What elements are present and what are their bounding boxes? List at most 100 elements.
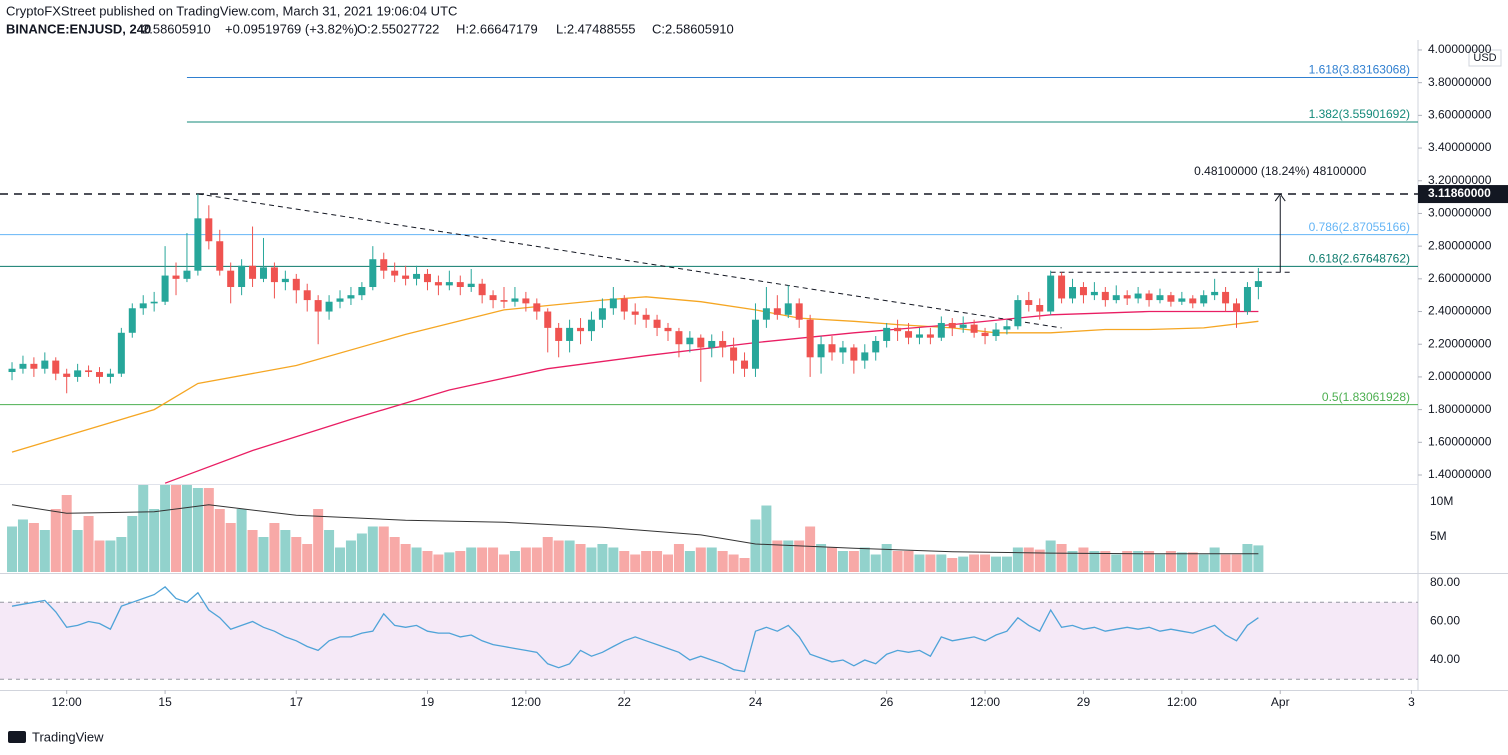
volume-bar <box>990 556 1001 572</box>
volume-bar <box>17 519 28 572</box>
candle-body <box>161 275 169 302</box>
candle-body <box>52 360 60 374</box>
close: C:2.58605910 <box>652 21 734 36</box>
candle-body <box>227 270 235 288</box>
candle-body <box>8 368 16 373</box>
candle-body <box>566 327 574 341</box>
volume-bar <box>269 523 280 572</box>
volume-bar <box>1176 552 1187 572</box>
candle-body <box>106 373 114 377</box>
y-tick-label: 2.80000000 <box>1428 238 1492 252</box>
candle-body <box>467 283 475 288</box>
volume-bar <box>214 509 225 572</box>
candle-body <box>500 300 508 302</box>
rsi-pane <box>0 586 1418 680</box>
candle-body <box>959 324 967 328</box>
candle-body <box>194 218 202 271</box>
candle-body <box>555 327 563 341</box>
y-tick-label: 1.40000000 <box>1428 467 1492 481</box>
candle-body <box>522 298 530 304</box>
candle-body <box>1189 298 1197 304</box>
x-tick-label: 12:00 <box>1167 695 1197 709</box>
change: +0.09519769 (+3.82%) <box>225 21 358 36</box>
volume-bar <box>925 554 936 572</box>
volume-bar <box>1078 547 1089 572</box>
x-tick-label: 22 <box>618 695 632 709</box>
candle-body <box>1211 291 1219 296</box>
candle-body <box>402 275 410 279</box>
candle-body <box>183 270 191 279</box>
candle-body <box>1156 295 1164 301</box>
volume-bar <box>7 526 18 572</box>
candle-body <box>937 322 945 338</box>
volume-bar <box>1231 554 1242 572</box>
fib-label: 0.5(1.83061928) <box>1322 390 1410 404</box>
volume-bar <box>192 488 203 572</box>
volume-bar <box>794 540 805 572</box>
volume-bar <box>291 537 302 572</box>
y-tick-label: 3.00000000 <box>1428 206 1492 220</box>
volume-bar <box>1045 540 1056 572</box>
volume-bar <box>39 530 50 572</box>
volume-bar <box>444 552 455 572</box>
volume-bar <box>1242 544 1253 572</box>
volume-bar <box>914 554 925 572</box>
candle-body <box>806 319 814 358</box>
volume-bar <box>138 485 149 572</box>
candle-body <box>456 282 464 288</box>
candle-body <box>1112 295 1120 301</box>
volume-pane <box>7 485 1264 572</box>
volume-bar <box>575 544 586 572</box>
volume-bar <box>695 547 706 572</box>
x-tick-label: 26 <box>880 695 894 709</box>
candle-body <box>970 324 978 333</box>
candle-body <box>1058 275 1066 299</box>
candle-body <box>817 344 825 358</box>
volume-bar <box>531 547 542 572</box>
volume-bar <box>1001 556 1012 572</box>
candle-body <box>1134 293 1142 299</box>
candle-body <box>861 352 869 361</box>
rsi-tick-label: 60.00 <box>1430 614 1460 628</box>
y-tick-label: 2.00000000 <box>1428 369 1492 383</box>
volume-bar <box>203 488 214 572</box>
candle-body <box>1222 291 1230 304</box>
volume-bar <box>717 551 728 572</box>
candle-body <box>905 331 913 338</box>
currency-box <box>1468 49 1502 67</box>
candle-body <box>478 283 486 296</box>
volume-bar <box>509 551 520 572</box>
candle-body <box>85 370 93 373</box>
candle-body <box>117 332 125 374</box>
volume-bar <box>356 533 367 572</box>
y-tick-label: 1.60000000 <box>1428 434 1492 448</box>
volume-bar <box>466 547 477 572</box>
candle-body <box>1014 300 1022 327</box>
candle-body <box>850 347 858 361</box>
candle-body <box>1200 295 1208 304</box>
candle-body <box>839 347 847 353</box>
candle-body <box>686 337 694 345</box>
candle-body <box>336 298 344 302</box>
volume-bar <box>520 547 531 572</box>
resistance-box <box>1418 185 1508 204</box>
rsi-band <box>0 602 1418 680</box>
x-tick-label: 12:00 <box>970 695 1000 709</box>
volume-bar <box>171 485 182 572</box>
candle-body <box>948 322 956 328</box>
volume-bar <box>739 558 750 572</box>
candle-body <box>992 329 1000 337</box>
volume-bar <box>870 554 881 572</box>
candle-body <box>434 282 442 286</box>
volume-bar <box>1220 554 1231 572</box>
volume-bar <box>422 551 433 572</box>
volume-bar <box>553 540 564 572</box>
candle-body <box>784 303 792 315</box>
volume-bar <box>848 551 859 572</box>
volume-bar <box>94 540 105 572</box>
volume-bar <box>859 547 870 572</box>
volume-bar <box>324 530 335 572</box>
volume-bar <box>1056 544 1067 572</box>
volume-bar <box>608 547 619 572</box>
volume-bar <box>684 551 695 572</box>
